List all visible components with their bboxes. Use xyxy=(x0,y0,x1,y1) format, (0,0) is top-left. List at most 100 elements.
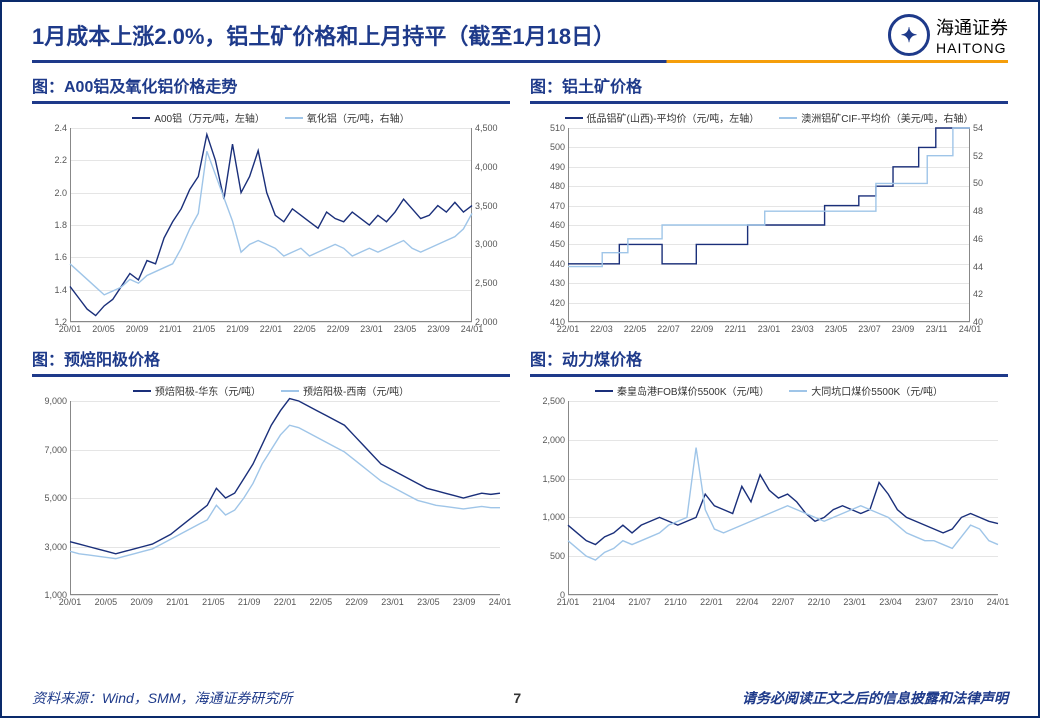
y-right-tick: 3,500 xyxy=(472,201,498,211)
chart-anode: 图：预焙阳极价格预焙阳极-华东（元/吨） 预焙阳极-西南（元/吨） 1,0003,0… xyxy=(32,346,510,613)
x-tick: 21/07 xyxy=(628,595,651,607)
legend-item: 秦皇岛港FOB煤价5500K（元/吨） xyxy=(595,383,769,398)
x-tick: 21/01 xyxy=(159,322,182,334)
x-tick: 23/09 xyxy=(453,595,476,607)
page-title: 1月成本上涨2.0%，铝土矿价格和上月持平（截至1月18日） xyxy=(32,19,615,51)
chart-svg xyxy=(70,401,500,595)
legend-label: 低品铝矿(山西)-平均价（元/吨，左轴） xyxy=(587,110,760,125)
y-left-tick: 490 xyxy=(550,162,568,172)
legend-swatch xyxy=(281,390,299,392)
legend-item: 澳洲铝矿CIF-平均价（美元/吨，右轴） xyxy=(779,110,973,125)
y-left-tick: 3,000 xyxy=(44,542,70,552)
plot: 05001,0001,5002,0002,50021/0121/0421/072… xyxy=(568,401,998,595)
legend-label: 大同坑口煤价5500K（元/吨） xyxy=(811,383,943,398)
y-right-tick: 52 xyxy=(970,151,983,161)
y-left-tick: 9,000 xyxy=(44,396,70,406)
chart-area: 秦皇岛港FOB煤价5500K（元/吨） 大同坑口煤价5500K（元/吨） 05001… xyxy=(530,383,1008,613)
legend-swatch xyxy=(565,117,583,119)
y-left-tick: 460 xyxy=(550,220,568,230)
x-tick: 23/01 xyxy=(843,595,866,607)
x-tick: 21/09 xyxy=(238,595,261,607)
legend-item: 预焙阳极-华东（元/吨） xyxy=(133,383,261,398)
y-right-tick: 44 xyxy=(970,262,983,272)
y-left-tick: 480 xyxy=(550,181,568,191)
x-tick: 24/01 xyxy=(461,322,484,334)
title-underline xyxy=(32,60,1008,63)
legend: A00铝（万元/吨，左轴） 氧化铝（元/吨，右轴） xyxy=(32,110,510,125)
disclaimer-text: 请务必阅读正文之后的信息披露和法律声明 xyxy=(742,688,1008,708)
charts-grid: 图：A00铝及氧化铝价格走势 A00铝（万元/吨，左轴） 氧化铝（元/吨，右轴） 1.… xyxy=(2,73,1038,613)
x-tick: 22/05 xyxy=(624,322,647,334)
x-tick: 22/05 xyxy=(310,595,333,607)
legend-swatch xyxy=(285,117,303,119)
chart-title: 图：预焙阳极价格 xyxy=(32,346,510,377)
y-left-tick: 440 xyxy=(550,259,568,269)
x-tick: 22/01 xyxy=(260,322,283,334)
chart-area: 预焙阳极-华东（元/吨） 预焙阳极-西南（元/吨） 1,0003,0005,0007… xyxy=(32,383,510,613)
legend-item: 大同坑口煤价5500K（元/吨） xyxy=(789,383,943,398)
x-tick: 23/05 xyxy=(394,322,417,334)
x-tick: 24/01 xyxy=(959,322,982,334)
x-tick: 22/11 xyxy=(725,322,747,334)
legend-label: A00铝（万元/吨，左轴） xyxy=(154,110,265,125)
x-tick: 20/01 xyxy=(59,595,82,607)
y-left-tick: 430 xyxy=(550,278,568,288)
x-tick: 20/05 xyxy=(92,322,115,334)
chart-area: 低品铝矿(山西)-平均价（元/吨，左轴） 澳洲铝矿CIF-平均价（美元/吨，右轴）… xyxy=(530,110,1008,340)
legend-label: 氧化铝（元/吨，右轴） xyxy=(307,110,410,125)
x-tick: 22/07 xyxy=(772,595,795,607)
series-line xyxy=(70,134,472,315)
x-tick: 23/03 xyxy=(791,322,814,334)
legend-label: 预焙阳极-华东（元/吨） xyxy=(155,383,261,398)
logo-icon: ✦ xyxy=(888,14,930,56)
chart-title: 图：A00铝及氧化铝价格走势 xyxy=(32,73,510,104)
x-tick: 20/09 xyxy=(130,595,153,607)
x-tick: 23/04 xyxy=(879,595,902,607)
chart-svg xyxy=(568,128,970,322)
x-tick: 23/07 xyxy=(858,322,881,334)
y-left-tick: 470 xyxy=(550,201,568,211)
legend-item: A00铝（万元/吨，左轴） xyxy=(132,110,265,125)
legend: 低品铝矿(山西)-平均价（元/吨，左轴） 澳洲铝矿CIF-平均价（美元/吨，右轴） xyxy=(530,110,1008,125)
x-tick: 21/09 xyxy=(226,322,249,334)
x-tick: 23/05 xyxy=(825,322,848,334)
x-tick: 24/01 xyxy=(489,595,512,607)
y-left-tick: 2.0 xyxy=(54,188,70,198)
header: 1月成本上涨2.0%，铝土矿价格和上月持平（截至1月18日） ✦ 海通证券 HA… xyxy=(2,2,1038,60)
x-tick: 22/07 xyxy=(657,322,680,334)
x-tick: 23/01 xyxy=(360,322,383,334)
x-tick: 22/01 xyxy=(700,595,723,607)
x-tick: 21/05 xyxy=(193,322,216,334)
x-tick: 22/09 xyxy=(327,322,350,334)
legend: 预焙阳极-华东（元/吨） 预焙阳极-西南（元/吨） xyxy=(32,383,510,398)
y-left-tick: 510 xyxy=(550,123,568,133)
y-left-tick: 2.2 xyxy=(54,155,70,165)
x-tick: 22/04 xyxy=(736,595,759,607)
legend-swatch xyxy=(595,390,613,392)
y-left-tick: 2.4 xyxy=(54,123,70,133)
y-left-tick: 1.6 xyxy=(54,252,70,262)
chart-svg xyxy=(70,128,472,322)
x-tick: 21/01 xyxy=(166,595,189,607)
series-line xyxy=(70,399,500,554)
x-tick: 21/10 xyxy=(664,595,687,607)
logo-cn: 海通证券 xyxy=(936,14,1008,40)
chart-area: A00铝（万元/吨，左轴）氧化铝（元/吨，右轴）1.21.41.61.82.02… xyxy=(32,110,510,340)
y-right-tick: 54 xyxy=(970,123,983,133)
x-tick: 23/09 xyxy=(427,322,450,334)
series-line xyxy=(568,475,998,545)
plot: 1,0003,0005,0007,0009,00020/0120/0520/09… xyxy=(70,401,500,595)
legend-label: 预焙阳极-西南（元/吨） xyxy=(303,383,409,398)
y-left-tick: 500 xyxy=(550,142,568,152)
x-tick: 20/01 xyxy=(59,322,82,334)
y-left-tick: 2,500 xyxy=(542,396,568,406)
x-tick: 22/10 xyxy=(808,595,831,607)
x-tick: 22/09 xyxy=(691,322,714,334)
plot: 4104204304404504604704804905005104042444… xyxy=(568,128,970,322)
y-left-tick: 1,500 xyxy=(542,474,568,484)
chart-coal: 图：动力煤价格秦皇岛港FOB煤价5500K（元/吨）大同坑口煤价5500K（元/… xyxy=(530,346,1008,613)
y-left-tick: 7,000 xyxy=(44,445,70,455)
source-text: 资料来源：Wind，SMM，海通证券研究所 xyxy=(32,688,292,708)
y-left-tick: 1,000 xyxy=(542,512,568,522)
logo: ✦ 海通证券 HAITONG xyxy=(888,14,1008,56)
